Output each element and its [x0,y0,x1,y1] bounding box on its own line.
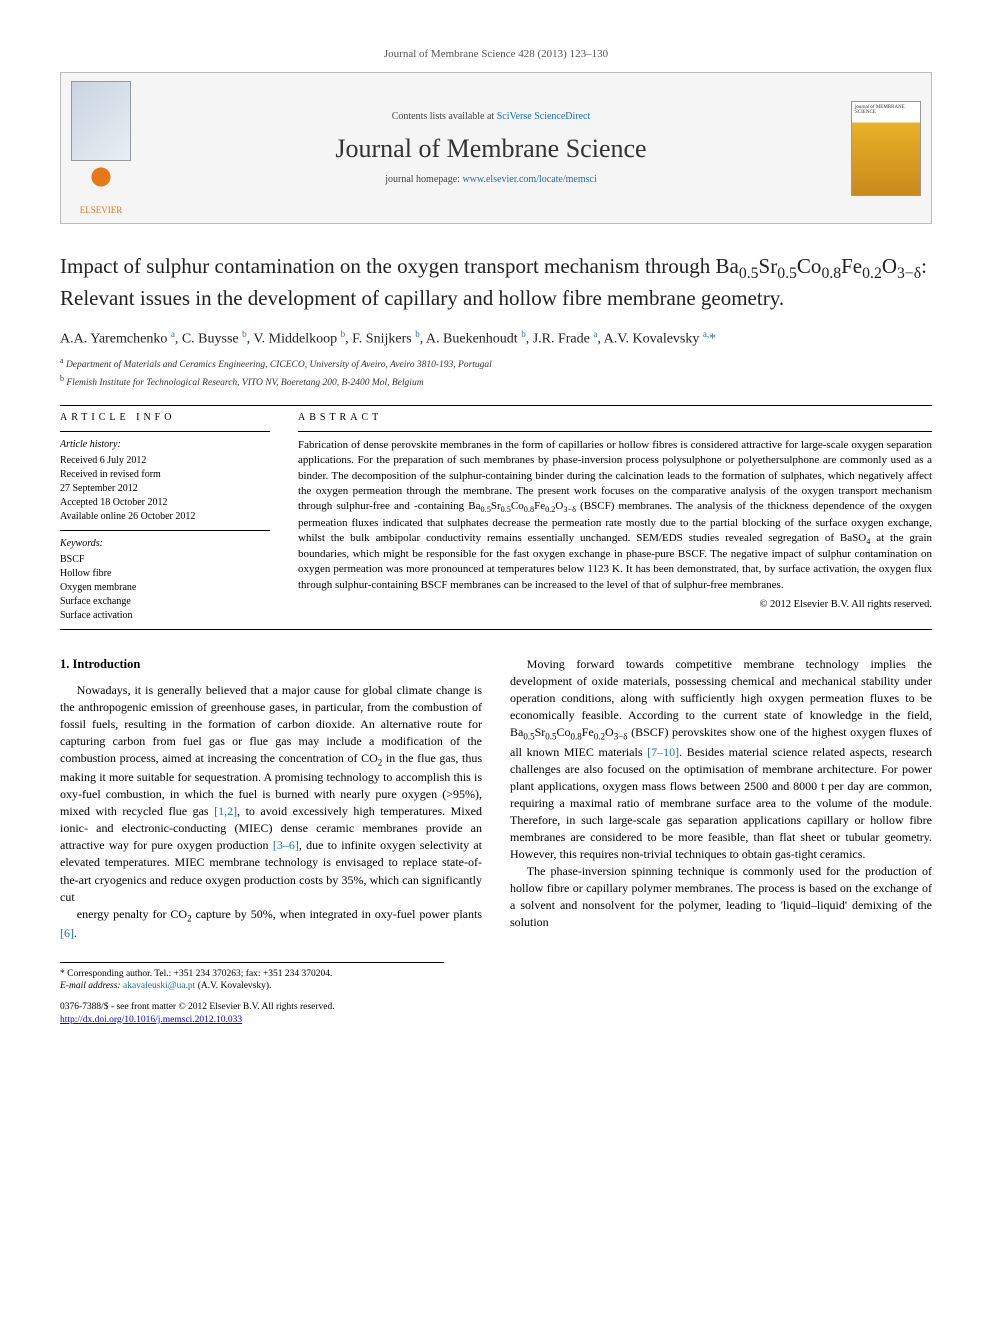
affiliation-b: b Flemish Institute for Technological Re… [60,373,932,391]
corr-email-person: (A.V. Kovalevsky). [198,981,272,991]
history-line-4: Available online 26 October 2012 [60,510,270,524]
header-citation: Journal of Membrane Science 428 (2013) 1… [60,48,932,60]
keywords-label: Keywords: [60,537,270,551]
journal-name: Journal of Membrane Science [149,134,833,164]
issn-line: 0376-7388/$ - see front matter © 2012 El… [60,1001,932,1014]
keyword-1: Hollow fibre [60,567,270,581]
sciencedirect-link[interactable]: SciVerse ScienceDirect [497,111,591,122]
elsevier-tree-icon [81,161,121,201]
corr-email-line: E-mail address: akavaleuski@ua.pt (A.V. … [60,981,444,991]
keyword-0: BSCF [60,553,270,567]
abs-rule [298,431,932,432]
info-abstract-row: ARTICLE INFO Article history: Received 6… [60,412,932,623]
corr-email-link[interactable]: akavaleuski@ua.pt [123,981,195,991]
homepage-prefix: journal homepage: [385,174,462,185]
elsevier-logo-text: ELSEVIER [80,205,123,215]
history-line-0: Received 6 July 2012 [60,454,270,468]
elsevier-logo: ELSEVIER [80,161,123,215]
affiliations: a Department of Materials and Ceramics E… [60,355,932,391]
contents-prefix: Contents lists available at [392,111,497,122]
history-line-3: Accepted 18 October 2012 [60,496,270,510]
intro-para-4: The phase-inversion spinning technique i… [510,863,932,931]
intro-para-1: Nowadays, it is generally believed that … [60,682,482,906]
article-title: Impact of sulphur contamination on the o… [60,252,932,313]
affil-text-a: Department of Materials and Ceramics Eng… [66,361,492,371]
banner-middle: Contents lists available at SciVerse Sci… [141,73,841,223]
corr-author-line: * Corresponding author. Tel.: +351 234 3… [60,969,444,979]
cover-thumb-icon [71,81,131,161]
body-two-column: 1. Introduction Nowadays, it is generall… [60,656,932,941]
article-info-column: ARTICLE INFO Article history: Received 6… [60,412,270,623]
journal-banner: ELSEVIER Contents lists available at Sci… [60,72,932,224]
banner-right: journal of MEMBRANE SCIENCE [841,73,931,223]
authors-list: A.A. Yaremchenko a, C. Buysse b, V. Midd… [60,329,932,348]
affil-sup-b: b [60,374,64,383]
section-1-heading: 1. Introduction [60,656,482,674]
banner-left: ELSEVIER [61,73,141,223]
rule-top [60,405,932,406]
history-label: Article history: [60,438,270,452]
abstract-column: ABSTRACT Fabrication of dense perovskite… [298,412,932,623]
abstract-copyright: © 2012 Elsevier B.V. All rights reserved… [298,599,932,610]
journal-cover-icon: journal of MEMBRANE SCIENCE [851,101,921,196]
keyword-2: Oxygen membrane [60,581,270,595]
cover-caption: journal of MEMBRANE SCIENCE [855,105,917,116]
rule-bottom [60,629,932,630]
intro-para-3: Moving forward towards competitive membr… [510,656,932,863]
email-label: E-mail address: [60,981,121,991]
affil-text-b: Flemish Institute for Technological Rese… [66,379,423,389]
affiliation-a: a Department of Materials and Ceramics E… [60,355,932,373]
info-rule-2 [60,530,270,531]
info-rule-1 [60,431,270,432]
keyword-4: Surface activation [60,609,270,623]
keyword-3: Surface exchange [60,595,270,609]
contents-line: Contents lists available at SciVerse Sci… [149,111,833,122]
history-line-2: 27 September 2012 [60,482,270,496]
homepage-line: journal homepage: www.elsevier.com/locat… [149,174,833,185]
affil-sup-a: a [60,356,64,365]
homepage-link[interactable]: www.elsevier.com/locate/memsci [462,174,596,185]
article-info-head: ARTICLE INFO [60,412,270,423]
corresponding-author-footer: * Corresponding author. Tel.: +351 234 3… [60,962,444,991]
abstract-text: Fabrication of dense perovskite membrane… [298,438,932,593]
history-line-1: Received in revised form [60,468,270,482]
doi-block: 0376-7388/$ - see front matter © 2012 El… [60,1001,932,1027]
intro-para-2: energy penalty for CO2 capture by 50%, w… [60,906,482,942]
abstract-head: ABSTRACT [298,412,932,423]
doi-link[interactable]: http://dx.doi.org/10.1016/j.memsci.2012.… [60,1015,242,1025]
